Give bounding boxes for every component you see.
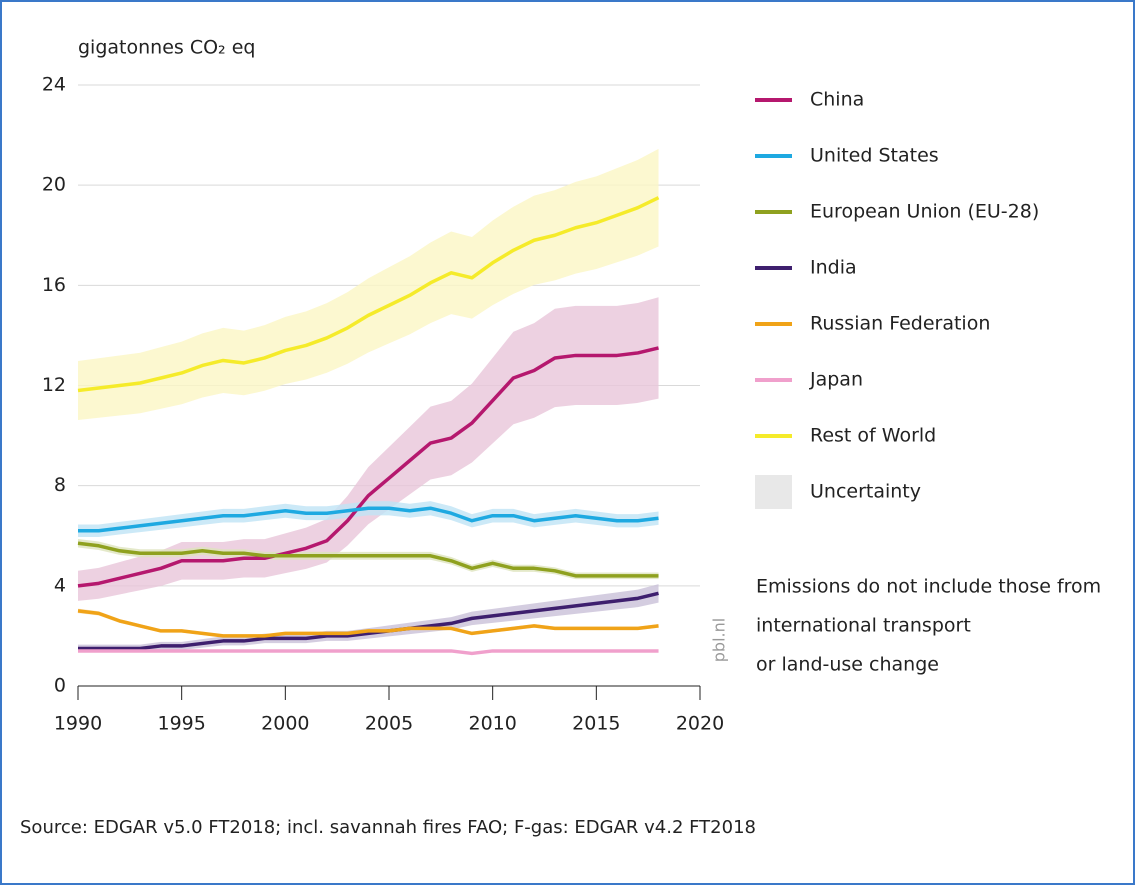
- series-line: [77, 541, 659, 578]
- legend-label: China: [810, 89, 864, 111]
- x-tick-label: 1990: [54, 713, 102, 735]
- y-tick-label: 8: [54, 474, 66, 496]
- y-tick-label: 12: [42, 374, 66, 396]
- legend-label: European Union (EU-28): [810, 201, 1039, 223]
- uncertainty-band: [78, 148, 659, 421]
- source: Source: EDGAR v5.0 FT2018; incl. savanna…: [20, 817, 756, 838]
- legend-label: Japan: [809, 369, 863, 391]
- x-tick-label: 2020: [676, 713, 724, 735]
- y-tick-label: 4: [54, 574, 66, 596]
- x-tick-label: 2005: [365, 713, 413, 735]
- y-tick-label: 16: [42, 274, 66, 296]
- x-tick-label: 1995: [157, 713, 205, 735]
- uncertainty-band: [78, 584, 659, 653]
- note: Emissions do not include those from: [756, 576, 1101, 598]
- note: international transport: [756, 615, 971, 637]
- legend-swatch: [755, 475, 792, 509]
- note: or land-use change: [756, 654, 939, 676]
- series-line: [78, 649, 659, 656]
- series-line: [77, 196, 660, 393]
- x-tick-label: 2010: [468, 713, 516, 735]
- uncertainty-band: [78, 297, 659, 601]
- legend-label: Russian Federation: [810, 313, 990, 335]
- legend-label: United States: [810, 145, 939, 167]
- y-axis-label: gigatonnes CO₂ eq: [78, 37, 255, 59]
- series-line: [78, 506, 659, 533]
- legend-label: Rest of World: [810, 425, 936, 447]
- legend-label: Uncertainty: [810, 481, 921, 503]
- y-tick-label: 24: [42, 74, 66, 96]
- x-tick-label: 2000: [261, 713, 309, 735]
- series-line: [77, 346, 659, 588]
- y-tick-label: 20: [42, 174, 66, 196]
- series-line: [78, 591, 659, 651]
- uncertainty-band: [78, 501, 659, 537]
- x-tick-label: 2015: [572, 713, 620, 735]
- series-line: [77, 609, 659, 638]
- y-tick-label: 0: [54, 675, 66, 697]
- legend-label: India: [810, 257, 857, 279]
- watermark: pbl.nl: [710, 618, 729, 662]
